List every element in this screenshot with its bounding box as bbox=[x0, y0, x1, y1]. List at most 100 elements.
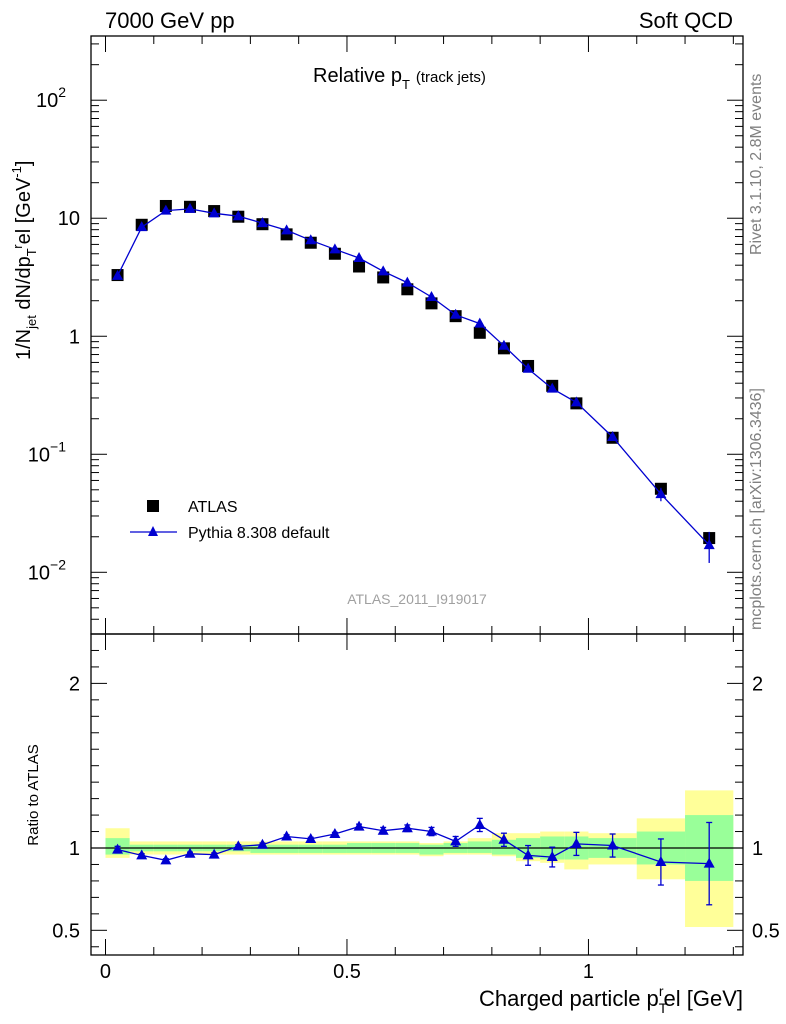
x-tick-label-0: 0 bbox=[100, 961, 111, 983]
main-y-label-part-0: 1/N bbox=[13, 329, 35, 360]
main-y-tick-label-1: 10 bbox=[58, 208, 80, 230]
ratio-pythia-point bbox=[353, 820, 365, 831]
x-axis-label-suffix: el [GeV] bbox=[664, 986, 743, 1011]
ratio-pythia-point bbox=[232, 840, 244, 851]
ratio-pythia-point bbox=[401, 822, 413, 833]
main-y-label-part-5: el [GeV bbox=[13, 177, 35, 244]
main-y-label-part-1: jet bbox=[24, 315, 39, 330]
ratio-y-tick-label-right-0: 0.5 bbox=[752, 920, 780, 942]
header-left: 7000 GeV pp bbox=[105, 8, 235, 33]
ratio-pythia-point bbox=[498, 833, 510, 844]
x-tick-label-1: 0.5 bbox=[333, 961, 361, 983]
ratio-pythia-point bbox=[570, 837, 582, 848]
pythia-point bbox=[522, 362, 534, 373]
x-axis-label-sup: r bbox=[659, 983, 664, 999]
pythia-point bbox=[305, 234, 317, 245]
ratio-y-tick-label-2: 2 bbox=[69, 673, 80, 695]
ratio-pythia-point bbox=[305, 832, 317, 843]
pythia-point bbox=[377, 265, 389, 276]
ratio-band-inner bbox=[419, 844, 444, 855]
pythia-point bbox=[425, 291, 437, 302]
ratio-y-tick-label-1: 1 bbox=[69, 838, 80, 860]
main-y-label-part-7: ] bbox=[13, 161, 35, 167]
ratio-pythia-point bbox=[377, 824, 389, 835]
side-label-top: Rivet 3.1.10, 2.8M events bbox=[748, 74, 765, 255]
x-axis-label: Charged particle pTrel [GeV] bbox=[479, 983, 743, 1016]
legend-pythia-marker bbox=[148, 526, 158, 536]
legend-atlas-marker bbox=[147, 500, 159, 512]
main-y-label-part-2: dN/dp bbox=[13, 256, 35, 315]
legend-atlas-label: ATLAS bbox=[188, 499, 238, 516]
main-y-axis-label: 1/Njet dN/dpTrel [GeV-1] bbox=[9, 161, 39, 360]
main-y-tick-label-3: 10−1 bbox=[28, 438, 66, 466]
ratio-y-axis-label: Ratio to ATLAS bbox=[25, 744, 42, 845]
main-title: Relative pT (track jets) bbox=[313, 65, 486, 92]
pythia-point bbox=[160, 204, 172, 215]
pythia-point bbox=[281, 224, 293, 235]
main-title-sub: T bbox=[402, 77, 410, 92]
pythia-point bbox=[256, 217, 268, 228]
main-y-tick-label-0: 102 bbox=[36, 84, 66, 112]
atlas-point bbox=[353, 260, 366, 273]
pythia-line bbox=[117, 208, 710, 546]
ratio-pythia-point bbox=[136, 849, 148, 860]
main-y-label-part-4: r bbox=[10, 244, 25, 249]
x-axis-label-sub: T bbox=[659, 1000, 668, 1016]
ratio-plot-frame bbox=[90, 633, 744, 956]
pythia-point bbox=[232, 210, 244, 221]
pythia-point bbox=[450, 308, 462, 319]
ratio-y-tick-label-right-2: 2 bbox=[752, 673, 763, 695]
ratio-pythia-point bbox=[546, 851, 558, 862]
pythia-point bbox=[498, 339, 510, 350]
ratio-pythia-point bbox=[112, 843, 124, 854]
ratio-pythia-point bbox=[281, 830, 293, 841]
ratio-y-tick-label-right-1: 1 bbox=[752, 838, 763, 860]
main-data-marks bbox=[111, 199, 716, 563]
ratio-pythia-point bbox=[160, 854, 172, 865]
analysis-watermark: ATLAS_2011_I919017 bbox=[347, 591, 487, 607]
main-title-suffix: (track jets) bbox=[416, 69, 486, 86]
pythia-point bbox=[607, 431, 619, 442]
pythia-point bbox=[401, 276, 413, 287]
ratio-pythia-point bbox=[703, 857, 715, 868]
ratio-pythia-point bbox=[450, 835, 462, 846]
ratio-pythia-point bbox=[522, 849, 534, 860]
ratio-band-inner bbox=[467, 841, 492, 853]
ratio-pythia-point bbox=[184, 847, 196, 858]
ratio-pythia-point bbox=[256, 838, 268, 849]
ratio-pythia-point bbox=[655, 855, 667, 866]
x-axis-label-text: Charged particle p bbox=[479, 986, 659, 1011]
legend: ATLAS Pythia 8.308 default bbox=[130, 499, 330, 542]
pythia-point bbox=[570, 396, 582, 407]
ratio-y-tick-label-0: 0.5 bbox=[52, 920, 80, 942]
pythia-point bbox=[184, 202, 196, 213]
pythia-point bbox=[655, 488, 667, 499]
main-y-tick-label-2: 1 bbox=[69, 326, 80, 348]
side-label-bottom: mcplots.cern.ch [arXiv:1306.3436] bbox=[748, 388, 765, 630]
ratio-band-inner bbox=[250, 844, 275, 853]
ratio-pythia-point bbox=[474, 818, 486, 829]
main-plot-frame bbox=[90, 35, 744, 635]
ratio-data-marks bbox=[91, 817, 743, 906]
ratio-uncertainty-bands bbox=[105, 790, 734, 928]
axes-ticks: 102 10 1 10−1 10−2 0 0.5 1 0.5 0.5 1 1 2 2 bbox=[28, 36, 780, 983]
ratio-pythia-point bbox=[329, 828, 341, 839]
pythia-point bbox=[112, 269, 124, 280]
main-y-tick-label-4: 10−2 bbox=[28, 556, 66, 584]
ratio-pythia-point bbox=[607, 839, 619, 850]
main-y-label-part-3: T bbox=[24, 248, 39, 256]
pythia-point bbox=[353, 252, 365, 263]
pythia-point bbox=[136, 221, 148, 232]
header-right: Soft QCD bbox=[639, 8, 733, 33]
x-tick-label-2: 1 bbox=[583, 961, 594, 983]
ratio-band-inner bbox=[298, 844, 323, 853]
ratio-band-inner bbox=[274, 844, 299, 853]
legend-pythia-label: Pythia 8.308 default bbox=[188, 525, 330, 542]
pythia-point bbox=[546, 382, 558, 393]
ratio-pythia-point bbox=[208, 848, 220, 859]
atlas-point bbox=[473, 326, 486, 339]
main-title-text: Relative p bbox=[313, 65, 402, 87]
pythia-point bbox=[329, 243, 341, 254]
pythia-point bbox=[208, 207, 220, 218]
